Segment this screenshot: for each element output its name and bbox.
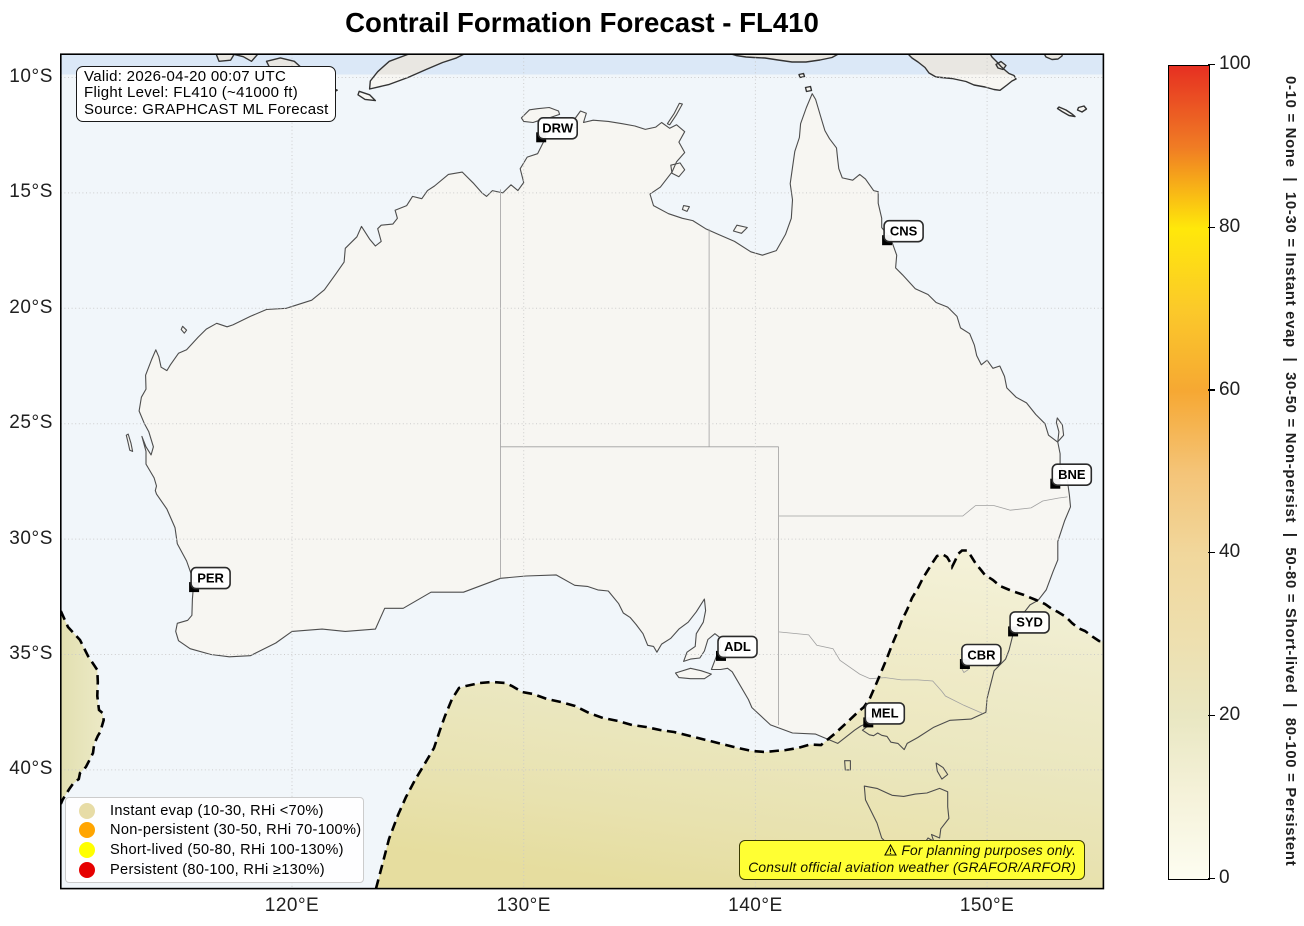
svg-text:PER: PER [197,570,224,585]
svg-text:DRW: DRW [542,121,574,136]
svg-text:CNS: CNS [890,224,918,239]
svg-text:ADL: ADL [724,639,751,654]
svg-text:MEL: MEL [871,706,899,721]
svg-text:CBR: CBR [967,647,996,662]
svg-text:SYD: SYD [1016,615,1043,630]
svg-text:BNE: BNE [1058,467,1086,482]
